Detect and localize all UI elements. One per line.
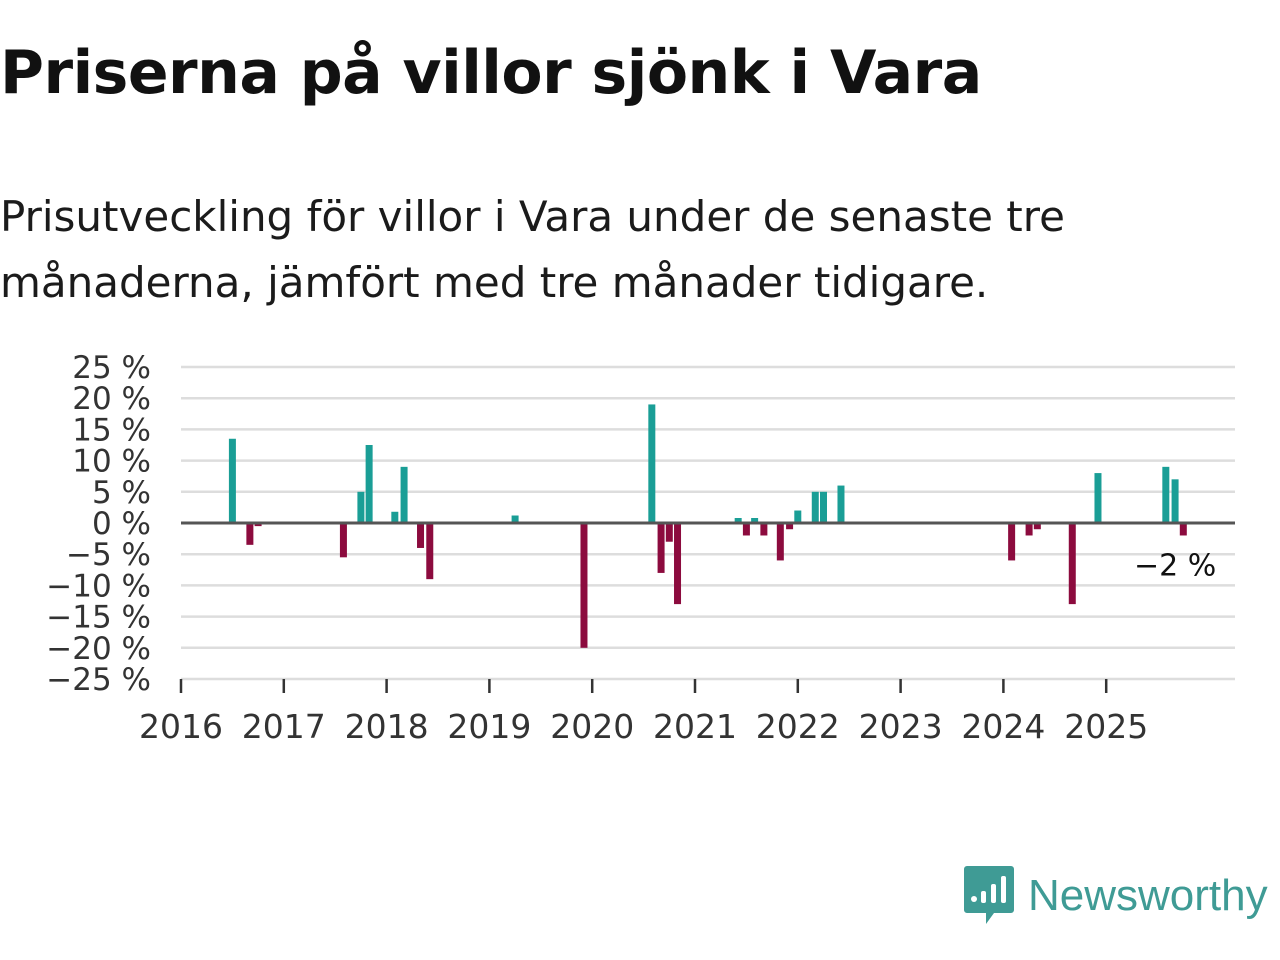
newsworthy-chart-icon (964, 866, 1014, 924)
bar (1025, 523, 1033, 536)
x-tick-label: 2019 (447, 707, 531, 746)
axis-layer (179, 678, 1235, 693)
bar (417, 523, 425, 548)
y-tick-label: 20 % (72, 381, 151, 417)
bar (1068, 523, 1076, 605)
y-tick-label: 10 % (72, 444, 151, 480)
y-tick-label: −15 % (46, 600, 151, 636)
y-tick-label: 15 % (72, 412, 151, 448)
y-tick-label: −5 % (66, 537, 151, 573)
bar (339, 523, 347, 558)
y-tick-label: −25 % (46, 662, 151, 698)
bar (657, 523, 665, 573)
bars-layer (228, 404, 1187, 648)
y-tick-label: −10 % (46, 568, 151, 604)
bar (1179, 523, 1187, 536)
bar (426, 523, 434, 580)
x-tick-label: 2020 (550, 707, 634, 746)
bar (391, 511, 399, 523)
x-tick-label: 2022 (756, 707, 840, 746)
bar (665, 523, 673, 542)
label-layer: 25 %20 %15 %10 %5 %0 %−5 %−10 %−15 %−20 … (46, 350, 1216, 746)
bar (820, 491, 827, 523)
x-tick-label: 2024 (961, 707, 1045, 746)
bar (400, 466, 408, 523)
y-tick-label: 0 % (92, 506, 151, 542)
bar (228, 438, 236, 523)
bar (786, 523, 794, 530)
x-tick-label: 2023 (859, 707, 943, 746)
bar (1171, 479, 1179, 523)
x-tick-label: 2025 (1064, 707, 1148, 746)
bar-chart: 25 %20 %15 %10 %5 %0 %−5 %−10 %−15 %−20 … (46, 350, 1235, 746)
y-tick-label: 25 % (72, 350, 151, 386)
x-tick-label: 2018 (345, 707, 429, 746)
bar (760, 523, 768, 536)
bar (837, 485, 845, 523)
chart-subtitle: Prisutveckling för villor i Vara under d… (0, 192, 1065, 307)
bar (365, 445, 373, 523)
bar (246, 523, 254, 545)
y-tick-label: 5 % (92, 475, 151, 511)
bar (674, 523, 682, 605)
bar (1033, 523, 1041, 530)
chart-title: Priserna på villor sjönk i Vara (0, 38, 982, 108)
bar (254, 523, 262, 527)
bar (648, 404, 656, 523)
y-tick-label: −20 % (46, 631, 151, 667)
bar (751, 518, 759, 523)
newsworthy-logo: Newsworthy (964, 866, 1268, 926)
x-tick-label: 2017 (242, 707, 326, 746)
bar (794, 510, 802, 523)
bar (811, 491, 819, 523)
bar (734, 518, 742, 523)
bar (357, 491, 365, 523)
bar (742, 523, 750, 536)
x-tick-label: 2016 (139, 707, 223, 746)
bar (1094, 473, 1102, 523)
bar (1162, 466, 1170, 523)
bar (1008, 523, 1016, 561)
x-tick-label: 2021 (653, 707, 737, 746)
value-annotation: −2 % (1134, 548, 1216, 583)
logo-text: Newsworthy (1028, 871, 1268, 920)
bar (511, 515, 519, 523)
bar (776, 523, 784, 561)
bar (580, 523, 588, 648)
